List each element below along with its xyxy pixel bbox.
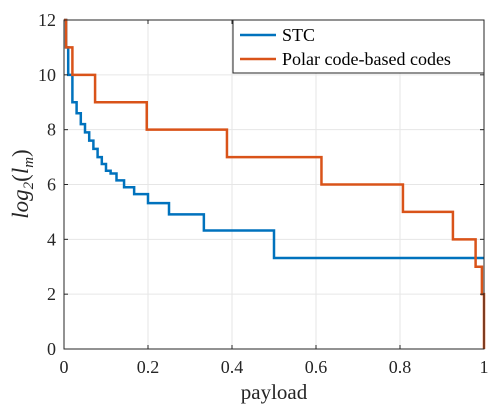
x-tick-label: 0.6 [305,357,328,377]
legend-box [232,19,485,74]
y-tick-label: 2 [47,284,56,304]
x-tick-label: 0.8 [389,357,412,377]
legend-label-polar: Polar code-based codes [282,49,451,69]
series-line-0 [64,18,484,260]
y-axis-label-sub: m [21,157,37,168]
x-tick-label: 1 [480,357,489,377]
y-tick-label: 10 [38,65,56,85]
y-tick-label: 8 [47,120,56,140]
x-tick-label: 0 [60,357,69,377]
y-tick-label: 6 [47,175,56,195]
legend: STC Polar code-based codes [232,19,485,74]
y-axis-label-close: ) [8,149,33,157]
y-tick-label: 0 [47,339,56,359]
series-layer [64,18,486,349]
y-axis-label: log2(lm) [8,149,37,218]
series-line-1 [64,18,486,349]
y-axis-label-var: l [8,168,33,174]
y-axis-label-main: log [8,189,33,218]
y-tick-label: 12 [38,10,56,30]
x-tick-label: 0.2 [137,357,160,377]
y-axis-label-base: 2 [21,181,37,189]
y-axis-label-open: ( [8,174,33,182]
x-axis-label: payload [241,380,308,404]
x-tick-label: 0.4 [221,357,244,377]
legend-label-stc: STC [282,25,315,45]
y-tick-label: 4 [47,229,56,249]
